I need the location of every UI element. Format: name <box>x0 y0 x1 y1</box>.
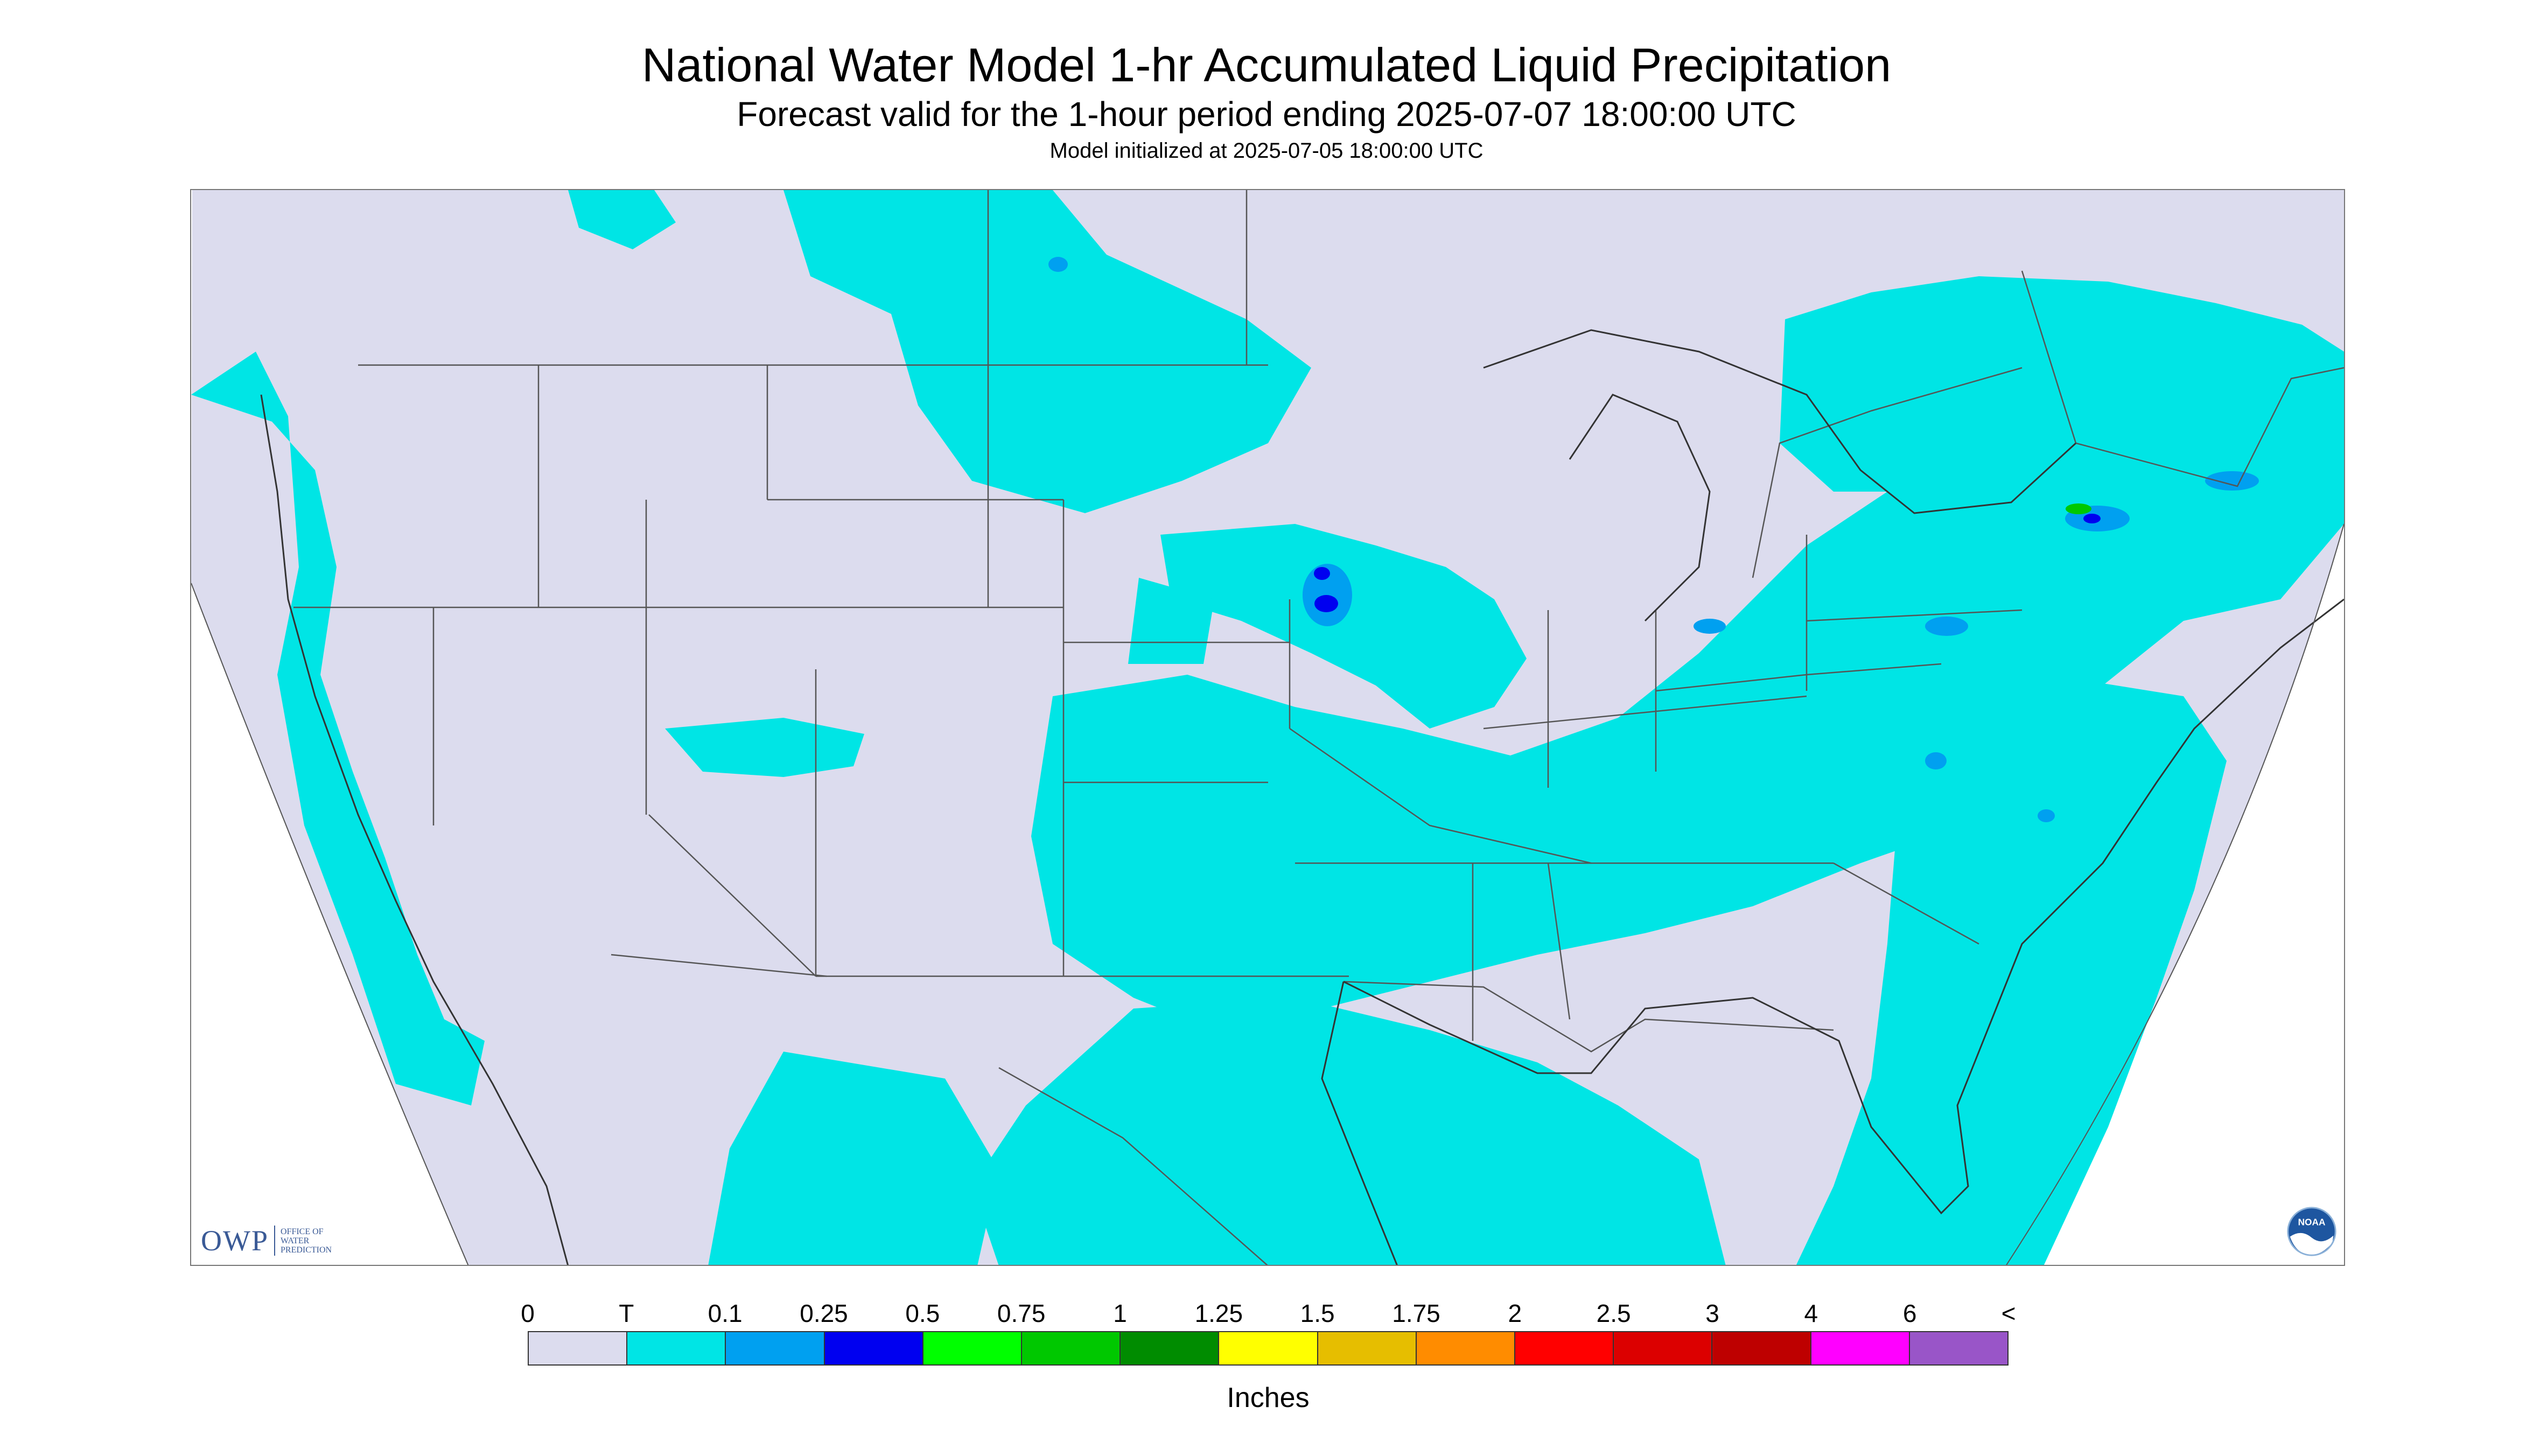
legend-swatch <box>824 1332 923 1364</box>
political-borders <box>293 190 2344 1265</box>
owp-logo-divider <box>274 1226 275 1256</box>
owp-logo: OWP OFFICE OF WATER PREDICTION <box>201 1224 351 1257</box>
legend-bar <box>528 1331 2009 1366</box>
legend-swatch <box>1515 1332 1614 1364</box>
model-init-line: Model initialized at 2025-07-05 18:00:00… <box>1049 139 1484 163</box>
legend-units: Inches <box>1227 1382 1310 1413</box>
legend-tick-label: 3 <box>1705 1299 1719 1327</box>
moderate-precip-areas <box>1314 514 2101 612</box>
legend-swatch <box>923 1332 1023 1364</box>
precipitation-map: OWP OFFICE OF WATER PREDICTION NOAA <box>190 189 2345 1266</box>
legend-swatch <box>627 1332 726 1364</box>
noaa-logo-text: NOAA <box>2298 1216 2326 1227</box>
color-legend: 0 T 0.1 0.25 0.5 0.75 1 1.25 1.5 1.75 2 2.5 3 4 6 < Inc… <box>521 1299 2016 1414</box>
legend-tick-label: 1.75 <box>1392 1299 1440 1327</box>
legend-tick-label: 0.1 <box>708 1299 743 1327</box>
chart-title: National Water Model 1-hr Accumulated Li… <box>641 38 1892 92</box>
legend-labels: 0 T 0.1 0.25 0.5 0.75 1 1.25 1.5 1.75 2 2.5 3 4 6 < <box>521 1299 2016 1331</box>
chart-subtitle: Forecast valid for the 1-hour period end… <box>737 95 1796 134</box>
legend-swatch <box>1614 1332 1713 1364</box>
legend-tick-label: 1.25 <box>1194 1299 1243 1327</box>
owp-logo-letters: OWP <box>201 1224 269 1257</box>
domain-boundary-east <box>2006 523 2344 1265</box>
legend-tick-label: < <box>2001 1299 2016 1327</box>
noaa-logo: NOAA <box>2287 1207 2336 1256</box>
owp-logo-name: OFFICE OF WATER PREDICTION <box>281 1227 332 1255</box>
legend-tick-label: 0.75 <box>997 1299 1046 1327</box>
legend-tick-label: T <box>619 1299 634 1327</box>
trace-precip-areas <box>191 190 2344 1265</box>
legend-tick-label: 1.5 <box>1300 1299 1335 1327</box>
legend-swatch <box>1022 1332 1121 1364</box>
legend-swatch <box>726 1332 825 1364</box>
legend-swatch <box>1219 1332 1318 1364</box>
legend-tick-label: 0 <box>521 1299 535 1327</box>
legend-tick-label: 0.5 <box>905 1299 940 1327</box>
coastlines <box>260 329 2344 1265</box>
legend-swatch <box>1121 1332 1220 1364</box>
legend-tick-label: 4 <box>1804 1299 1818 1327</box>
legend-swatch <box>1712 1332 1811 1364</box>
legend-swatch <box>1318 1332 1417 1364</box>
legend-tick-label: 1 <box>1113 1299 1127 1327</box>
legend-swatch <box>1811 1332 1910 1364</box>
legend-tick-label: 0.25 <box>800 1299 848 1327</box>
legend-swatch <box>1416 1332 1516 1364</box>
legend-swatch <box>529 1332 628 1364</box>
legend-tick-label: 2.5 <box>1596 1299 1631 1327</box>
legend-tick-label: 2 <box>1508 1299 1522 1327</box>
legend-swatch <box>1909 1332 2008 1364</box>
legend-tick-label: 6 <box>1902 1299 1917 1327</box>
heavy-precip-areas <box>2066 503 2091 514</box>
domain-boundary <box>191 583 469 1265</box>
